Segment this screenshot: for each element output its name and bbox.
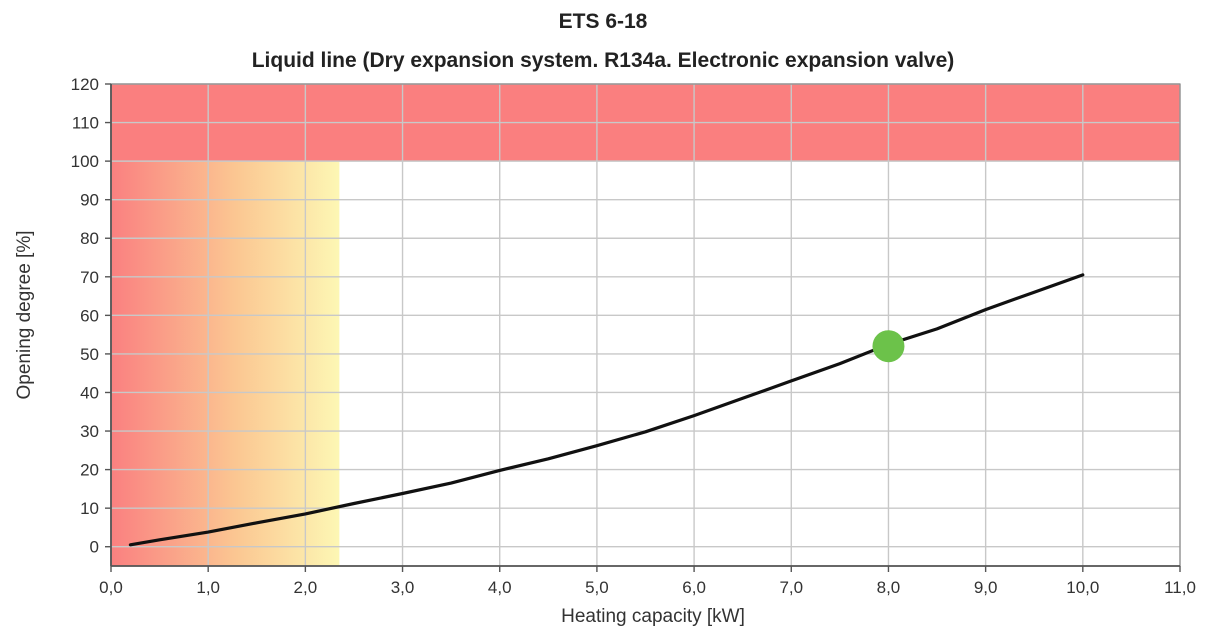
x-tick-label: 1,0 (196, 578, 220, 597)
y-tick-label: 110 (72, 114, 99, 133)
x-tick-label: 5,0 (585, 578, 609, 597)
y-tick-label: 50 (80, 345, 99, 364)
y-tick-label: 40 (80, 383, 99, 402)
y-tick-label: 90 (80, 191, 99, 210)
axes (105, 83, 1181, 572)
x-tick-label: 7,0 (779, 578, 803, 597)
x-axis-label: Heating capacity [kW] (561, 606, 745, 627)
y-tick-label: 20 (80, 461, 99, 480)
x-tick-label: 2,0 (294, 578, 318, 597)
x-tick-label: 6,0 (682, 578, 706, 597)
series-line (128, 273, 1085, 547)
y-tick-label: 60 (80, 306, 99, 325)
x-tick-label: 11,0 (1164, 578, 1196, 597)
series-layer (128, 273, 1085, 547)
y-axis-label: Opening degree [%] (14, 230, 35, 399)
operating-point-layer (872, 330, 905, 363)
y-tick-labels: 0 10 20 30 40 50 60 70 80 90 100 110 120 (71, 75, 99, 557)
y-tick-label: 10 (80, 499, 99, 518)
y-tick-label: 0 (90, 538, 99, 557)
operating-point-marker (872, 330, 905, 363)
x-tick-label: 4,0 (488, 578, 512, 597)
x-tick-label: 10,0 (1066, 578, 1099, 597)
x-tick-label: 3,0 (391, 578, 415, 597)
shaded-regions (111, 84, 1180, 566)
y-tick-label: 100 (71, 152, 99, 171)
y-tick-label: 120 (71, 75, 99, 94)
y-tick-label: 80 (80, 229, 99, 248)
y-tick-label: 70 (80, 268, 99, 287)
y-tick-label: 30 (80, 422, 99, 441)
x-tick-labels: 0,0 1,0 2,0 3,0 4,0 5,0 6,0 7,0 8,0 9,0 10,0 11,0 (99, 578, 1196, 597)
low-capacity-region (111, 161, 340, 566)
x-tick-label: 8,0 (877, 578, 901, 597)
x-tick-label: 0,0 (99, 578, 123, 597)
chart-title: ETS 6-18 (559, 10, 648, 33)
x-tick-label: 9,0 (974, 578, 998, 597)
chart-subtitle: Liquid line (Dry expansion system. R134a… (252, 49, 955, 72)
